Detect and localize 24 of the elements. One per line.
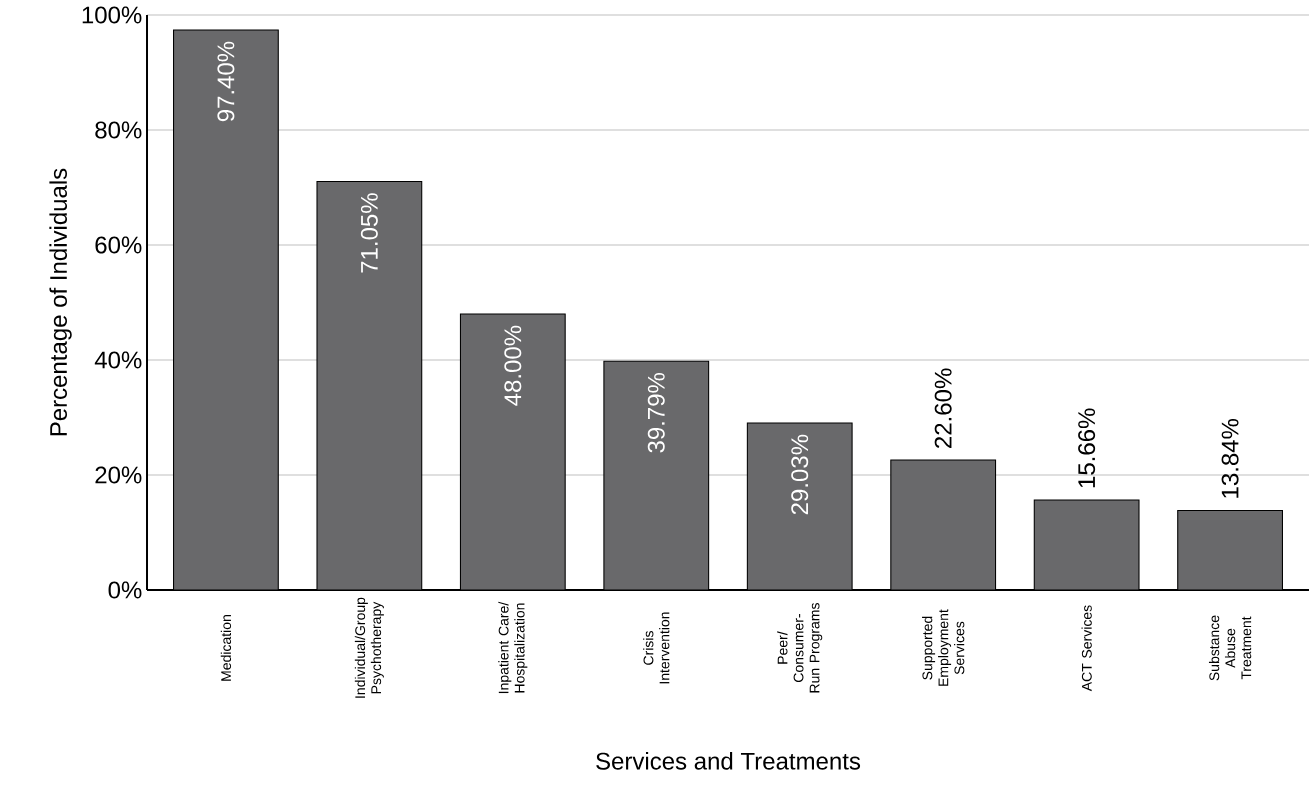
x-tick-label: Substance Abuse Treatment xyxy=(1208,615,1252,681)
data-label: 71.05% xyxy=(360,193,378,273)
x-tick-label: Medication xyxy=(220,615,232,681)
y-tick-label: 20% xyxy=(95,466,142,484)
x-tick-label: Supported Employment Services xyxy=(922,609,965,686)
x-axis-title: Services and Treatments xyxy=(596,752,861,770)
data-label: 22.60% xyxy=(934,368,952,448)
data-label: 97.40% xyxy=(217,41,235,122)
data-label: 48.00% xyxy=(504,325,522,406)
x-tick-label: Crisis Intervention xyxy=(643,612,670,684)
y-tick-label: 0% xyxy=(108,581,142,599)
y-tick-label: 100% xyxy=(82,6,142,24)
x-tick-label: Individual/Group Psychotherapy xyxy=(354,597,384,698)
data-label: 29.03% xyxy=(791,434,809,515)
y-tick-label: 40% xyxy=(94,351,142,369)
x-tick-label: ACT Services xyxy=(1081,605,1092,692)
data-label: 39.79% xyxy=(647,373,665,453)
y-tick-label: 80% xyxy=(95,121,142,139)
x-tick-label: Peer/ Consumer-Run Programs xyxy=(777,603,823,693)
data-label: 13.84% xyxy=(1221,418,1239,498)
y-axis-title: Percentage of Individuals xyxy=(49,168,72,436)
y-tick-label: 60% xyxy=(95,236,142,254)
data-label: 15.66% xyxy=(1078,408,1096,488)
x-tick-label: Inpatient Care/ Hospitalization xyxy=(498,601,528,694)
